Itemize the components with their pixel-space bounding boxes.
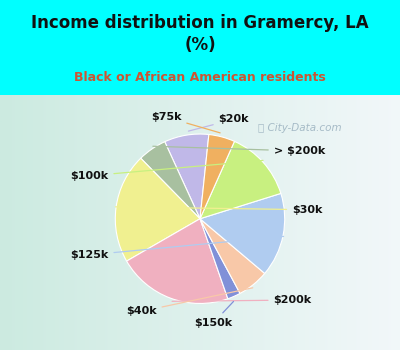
Text: ⓘ City-Data.com: ⓘ City-Data.com: [258, 123, 342, 133]
Text: $20k: $20k: [188, 114, 249, 131]
Text: $200k: $200k: [172, 295, 312, 305]
Wedge shape: [200, 194, 285, 273]
Text: $150k: $150k: [194, 301, 234, 328]
Wedge shape: [127, 219, 228, 303]
Text: $75k: $75k: [151, 112, 220, 133]
Text: Income distribution in Gramercy, LA
(%): Income distribution in Gramercy, LA (%): [31, 14, 369, 54]
Wedge shape: [200, 141, 281, 219]
Text: $125k: $125k: [70, 237, 284, 260]
Text: $100k: $100k: [70, 160, 263, 181]
Wedge shape: [200, 134, 234, 219]
Text: Black or African American residents: Black or African American residents: [74, 71, 326, 84]
Wedge shape: [200, 219, 265, 293]
Wedge shape: [165, 134, 209, 219]
Wedge shape: [115, 158, 200, 261]
Wedge shape: [200, 219, 240, 299]
Wedge shape: [141, 142, 200, 219]
Text: $30k: $30k: [116, 205, 322, 215]
Text: $40k: $40k: [126, 288, 253, 316]
Text: > $200k: > $200k: [153, 146, 325, 156]
